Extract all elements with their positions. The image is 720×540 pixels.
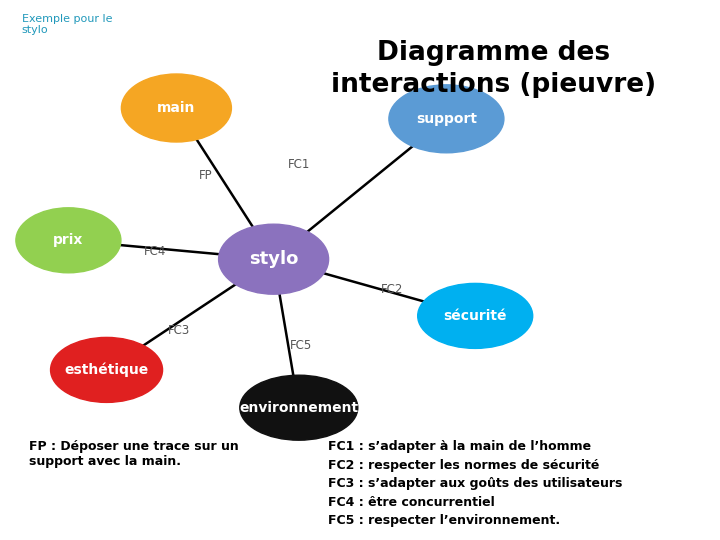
Text: esthétique: esthétique <box>64 363 149 377</box>
Text: stylo: stylo <box>249 250 298 268</box>
Text: FC5: FC5 <box>290 339 312 352</box>
Text: FC4: FC4 <box>143 245 166 258</box>
Ellipse shape <box>122 74 231 142</box>
Text: FP: FP <box>199 169 212 182</box>
Text: main: main <box>157 101 196 115</box>
Text: prix: prix <box>53 233 84 247</box>
Ellipse shape <box>219 224 328 294</box>
Text: support: support <box>416 112 477 126</box>
Ellipse shape <box>418 284 533 348</box>
Ellipse shape <box>50 338 163 402</box>
Text: FC1: FC1 <box>287 158 310 171</box>
Ellipse shape <box>389 85 504 153</box>
Text: FC2: FC2 <box>381 284 404 296</box>
Ellipse shape <box>240 375 358 440</box>
Text: sécurité: sécurité <box>444 309 507 323</box>
Text: environnement: environnement <box>239 401 359 415</box>
Text: Exemple pour le
stylo: Exemple pour le stylo <box>22 14 112 35</box>
Ellipse shape <box>16 208 121 273</box>
Text: FP : Déposer une trace sur un
support avec la main.: FP : Déposer une trace sur un support av… <box>29 440 238 468</box>
Text: Diagramme des
interactions (pieuvre): Diagramme des interactions (pieuvre) <box>330 40 656 98</box>
Text: FC1 : s’adapter à la main de l’homme
FC2 : respecter les normes de sécurité
FC3 : FC1 : s’adapter à la main de l’homme FC2… <box>328 440 622 527</box>
Text: FC3: FC3 <box>168 324 189 337</box>
